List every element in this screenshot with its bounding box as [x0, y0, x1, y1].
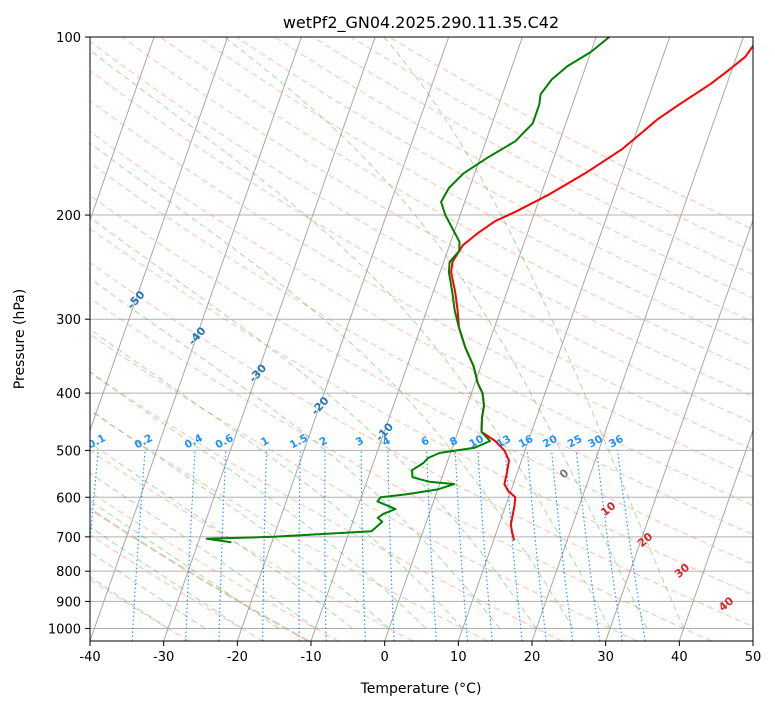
dry-adiabat-line: [90, 40, 753, 424]
y-tick-label: 100: [56, 31, 81, 46]
x-tick-label: 30: [597, 650, 614, 665]
x-tick-label: 20: [524, 650, 541, 665]
y-tick-label: 500: [56, 444, 81, 459]
dry-adiabat-line: [90, 162, 753, 535]
background-lines: [90, 37, 753, 641]
plot-frame: [89, 36, 754, 642]
x-tick-label: 0: [381, 650, 389, 665]
isotherm-line: [605, 218, 753, 641]
mixing-ratio-line: [596, 450, 623, 641]
moist-adiabat-line: [223, 37, 648, 629]
dry-adiabat-line: [90, 534, 264, 641]
chart-title: wetPf2_GN04.2025.290.11.35.C42: [283, 13, 559, 33]
x-axis: -40 -30 -20 -10 0 10 20 30 40 50: [79, 641, 761, 665]
dry-adiabat-line: [274, 37, 753, 299]
x-tick-label: -40: [79, 650, 100, 665]
dry-adiabat-line: [160, 37, 753, 372]
dewpoint-line: [205, 37, 610, 544]
y-tick-label: 1000: [48, 622, 81, 637]
dry-adiabat-line: [90, 262, 753, 628]
dry-adiabat-line: [198, 37, 753, 347]
y-tick-label: 200: [56, 209, 81, 224]
isotherm-line: [384, 37, 597, 641]
x-tick-label: -30: [153, 650, 174, 665]
dry-adiabat-line: [90, 371, 563, 641]
x-tick-label: 10: [450, 650, 467, 665]
isotherm-line: [236, 37, 450, 641]
x-tick-label: 50: [745, 650, 762, 665]
dry-adiabat-line: [90, 491, 339, 641]
dry-adiabat-line: [90, 297, 712, 641]
isotherm-line: [90, 37, 155, 222]
dry-adiabat-line: [350, 37, 753, 253]
dry-adiabat-line: [90, 100, 753, 478]
dry-adiabat-line: [90, 194, 753, 565]
moist-adiabat-line: [90, 526, 242, 629]
y-tick-label: 800: [56, 565, 81, 580]
y-tick-label: 700: [56, 531, 81, 546]
dry-adiabat-line: [312, 37, 753, 276]
isotherm-line: [678, 428, 753, 641]
x-tick-label: -20: [227, 650, 248, 665]
moist-adiabat-line: [383, 37, 685, 629]
moist-adiabat-line: [90, 142, 574, 629]
dry-adiabat-line: [90, 70, 753, 451]
x-tick-label: -10: [300, 650, 321, 665]
y-axis-label: Pressure (hPa): [12, 289, 28, 389]
moist-adiabat-line: [90, 500, 279, 629]
dry-adiabat-line: [236, 37, 753, 323]
dry-adiabat-line: [121, 37, 753, 398]
dry-adiabat-line: [388, 37, 753, 231]
isotherm-line: [531, 37, 744, 641]
moist-adiabat-line: [90, 472, 316, 629]
moist-adiabat-line: [90, 371, 427, 629]
y-tick-label: 400: [56, 387, 81, 402]
dry-adiabat-line: [90, 130, 753, 506]
moist-adiabat-line: [90, 216, 537, 629]
y-tick-label: 900: [56, 595, 81, 610]
profile-lines: [205, 37, 753, 544]
x-tick-label: 40: [671, 650, 688, 665]
moist-adiabat-line: [90, 278, 500, 629]
isotherm-line: [90, 37, 302, 641]
y-tick-label: 300: [56, 313, 81, 328]
y-axis: 100 200 300 400 500 600 700 800 900 1000: [48, 31, 90, 637]
mixing-ratio-line: [575, 450, 601, 641]
isotherm-line: [163, 37, 376, 641]
y-tick-label: 600: [56, 491, 81, 506]
moist-adiabat-line: [90, 409, 390, 629]
mixing-ratio-line: [617, 450, 646, 641]
isotherm-line: [90, 37, 229, 432]
x-axis-label: Temperature (°C): [360, 681, 482, 697]
mixing-ratio-line: [551, 450, 574, 641]
